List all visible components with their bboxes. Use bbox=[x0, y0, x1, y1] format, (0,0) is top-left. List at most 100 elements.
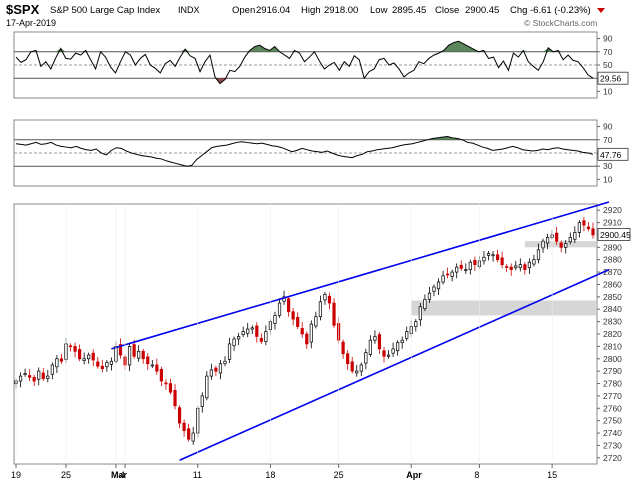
candle-body bbox=[464, 269, 468, 271]
price-tick-label: 2750 bbox=[603, 416, 622, 426]
chg-label: Chg bbox=[510, 5, 527, 16]
candle-body bbox=[536, 249, 541, 261]
down-triangle-icon bbox=[597, 8, 605, 13]
candle-body bbox=[137, 350, 141, 359]
price-tick-label: 2810 bbox=[603, 341, 622, 351]
candle-body bbox=[68, 345, 73, 348]
candle-body bbox=[446, 273, 450, 276]
stochastic-line bbox=[15, 135, 594, 167]
candle-body bbox=[73, 346, 77, 352]
price-tick-label: 2910 bbox=[603, 218, 622, 228]
x-tick-label: Apr bbox=[406, 470, 422, 480]
candle-body bbox=[155, 364, 159, 372]
candle-body bbox=[250, 327, 254, 330]
candle-body bbox=[564, 243, 568, 248]
candle-body bbox=[355, 370, 359, 374]
price-last-value-box bbox=[597, 227, 631, 241]
candle-body bbox=[177, 407, 182, 424]
candle-body bbox=[577, 222, 581, 233]
price-tick-label: 2800 bbox=[603, 354, 622, 364]
candle-body bbox=[105, 362, 109, 368]
x-tick-label: 8 bbox=[474, 470, 479, 480]
price-tick-label: 2890 bbox=[603, 242, 622, 252]
x-tick-label: 18 bbox=[265, 470, 275, 480]
price-tick-label: 2870 bbox=[603, 267, 622, 277]
candle-body bbox=[218, 363, 223, 374]
candle-body bbox=[91, 352, 95, 361]
rsi-last-value: 29.56 bbox=[600, 74, 622, 84]
candle-body bbox=[205, 375, 209, 399]
candle-body bbox=[391, 348, 395, 354]
price-tick-label: 2790 bbox=[603, 366, 622, 376]
rsi-tick-label: 50 bbox=[603, 60, 613, 70]
symbol-label: $SPX bbox=[6, 2, 40, 17]
candle-body bbox=[132, 344, 136, 357]
price-tick-label: 2820 bbox=[603, 329, 622, 339]
price-last-value: 2900.45 bbox=[600, 230, 631, 240]
candle-body bbox=[314, 316, 318, 327]
candle-body bbox=[368, 339, 372, 355]
price-tick-label: 2720 bbox=[603, 453, 622, 463]
candle-body bbox=[332, 302, 336, 326]
rsi-tick-label: 10 bbox=[603, 86, 613, 96]
candle-body bbox=[377, 334, 382, 350]
candle-body bbox=[495, 254, 500, 261]
candle-body bbox=[309, 323, 313, 343]
candle-body bbox=[491, 254, 495, 257]
candle-body bbox=[400, 339, 404, 344]
candle-body bbox=[318, 301, 323, 318]
close-value: 2900.45 bbox=[465, 5, 499, 16]
stochastic-tick-label: 10 bbox=[603, 174, 613, 184]
candle-body bbox=[23, 373, 27, 375]
candle-body bbox=[486, 253, 491, 256]
candle-body bbox=[127, 346, 132, 366]
candle-body bbox=[573, 232, 577, 240]
candle-body bbox=[532, 259, 536, 265]
candle-body bbox=[359, 364, 363, 372]
candle-body bbox=[373, 336, 377, 341]
candle-body bbox=[427, 292, 432, 300]
price-tick-label: 2860 bbox=[603, 279, 622, 289]
chg-value: -6.61 (-0.23%) bbox=[530, 5, 591, 16]
low-label: Low bbox=[370, 5, 388, 16]
candle-body bbox=[232, 338, 236, 347]
price-tick-label: 2850 bbox=[603, 292, 622, 302]
candle-body bbox=[505, 266, 509, 268]
candle-body bbox=[541, 240, 545, 249]
x-tick-label: 25 bbox=[334, 470, 344, 480]
candle-body bbox=[28, 375, 32, 378]
candle-body bbox=[364, 352, 368, 364]
candle-body bbox=[500, 257, 504, 266]
candle-body bbox=[227, 343, 232, 360]
rsi-overbought-fill bbox=[16, 41, 593, 52]
candle-body bbox=[82, 358, 86, 361]
candle-body bbox=[386, 354, 391, 357]
rsi-line bbox=[15, 40, 594, 85]
candle-body bbox=[346, 353, 350, 365]
candle-body bbox=[455, 266, 459, 273]
price-panel: 2920291029002890288028702860285028402830… bbox=[13, 201, 631, 465]
price-tick-label: 2830 bbox=[603, 317, 622, 327]
price-tick-label: 2920 bbox=[603, 205, 622, 215]
high-label: High bbox=[301, 5, 321, 16]
price-tick-label: 2780 bbox=[603, 379, 622, 389]
x-tick-label: 25 bbox=[61, 470, 71, 480]
rsi-panel: 907050301029.56 bbox=[13, 31, 629, 99]
open-label: Open bbox=[232, 5, 255, 16]
candle-body bbox=[46, 375, 50, 379]
candle-body bbox=[405, 331, 409, 339]
candle-body bbox=[55, 358, 59, 368]
candle-body bbox=[327, 295, 332, 304]
candle-body bbox=[396, 342, 400, 352]
candle-body bbox=[50, 364, 54, 375]
candle-body bbox=[164, 382, 168, 385]
candle-body bbox=[523, 264, 527, 270]
candle-body bbox=[96, 361, 100, 367]
candle-body bbox=[418, 306, 422, 321]
candle-body bbox=[350, 361, 354, 372]
price-tick-label: 2880 bbox=[603, 255, 622, 265]
open-value: 2916.04 bbox=[256, 5, 290, 16]
rsi-tick-label: 90 bbox=[603, 34, 613, 44]
